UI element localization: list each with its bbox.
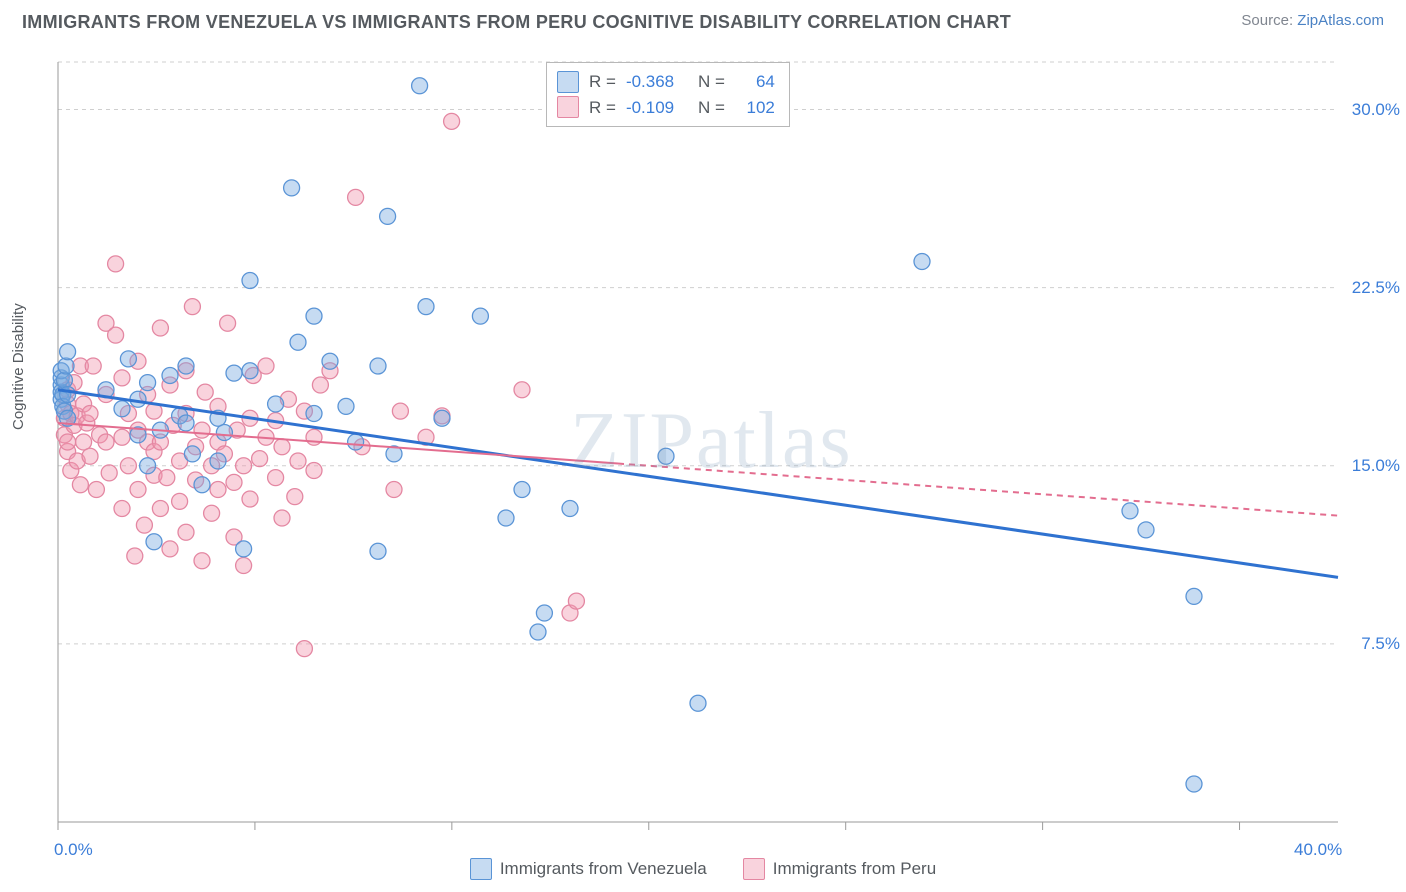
- r-label: R =: [589, 95, 616, 121]
- y-tick-label: 7.5%: [1361, 634, 1400, 654]
- n-value: 102: [735, 95, 775, 121]
- y-tick-label: 15.0%: [1352, 456, 1400, 476]
- plot-area: ZIPatlas R =-0.368N =64R =-0.109N =102: [48, 52, 1348, 822]
- source-prefix: Source:: [1241, 12, 1297, 29]
- x-tick-min: 0.0%: [54, 840, 93, 860]
- legend-swatch-icon: [557, 96, 579, 118]
- correlation-legend-box: R = -0.368 N = 64 R = -0.109 N = 102: [546, 62, 790, 127]
- n-value: 64: [735, 69, 775, 95]
- header: IMMIGRANTS FROM VENEZUELA VS IMMIGRANTS …: [0, 0, 1406, 41]
- y-axis-label: Cognitive Disability: [10, 303, 27, 430]
- chart-title: IMMIGRANTS FROM VENEZUELA VS IMMIGRANTS …: [22, 12, 1011, 33]
- n-label: N =: [698, 69, 725, 95]
- source-text: Source: ZipAtlas.com: [1241, 12, 1384, 29]
- legend-swatch-icon: [470, 858, 492, 880]
- legend-label: Immigrants from Peru: [773, 859, 936, 879]
- legend-label: Immigrants from Venezuela: [500, 859, 707, 879]
- y-tick-label: 30.0%: [1352, 100, 1400, 120]
- legend-swatch-icon: [743, 858, 765, 880]
- y-tick-label: 22.5%: [1352, 278, 1400, 298]
- legend-swatch-icon: [557, 71, 579, 93]
- legend-item-peru: Immigrants from Peru: [743, 858, 936, 880]
- legend-item-venezuela: Immigrants from Venezuela: [470, 858, 707, 880]
- n-label: N =: [698, 95, 725, 121]
- x-tick-max: 40.0%: [1294, 840, 1342, 860]
- source-link[interactable]: ZipAtlas.com: [1297, 12, 1384, 29]
- correlation-row-peru: R = -0.109 N = 102: [557, 95, 775, 121]
- r-value: -0.109: [626, 95, 688, 121]
- series-legend: Immigrants from Venezuela Immigrants from…: [0, 858, 1406, 880]
- scatter-plot-svg: [48, 52, 1348, 832]
- correlation-row-venezuela: R = -0.368 N = 64: [557, 69, 775, 95]
- r-value: -0.368: [626, 69, 688, 95]
- r-label: R =: [589, 69, 616, 95]
